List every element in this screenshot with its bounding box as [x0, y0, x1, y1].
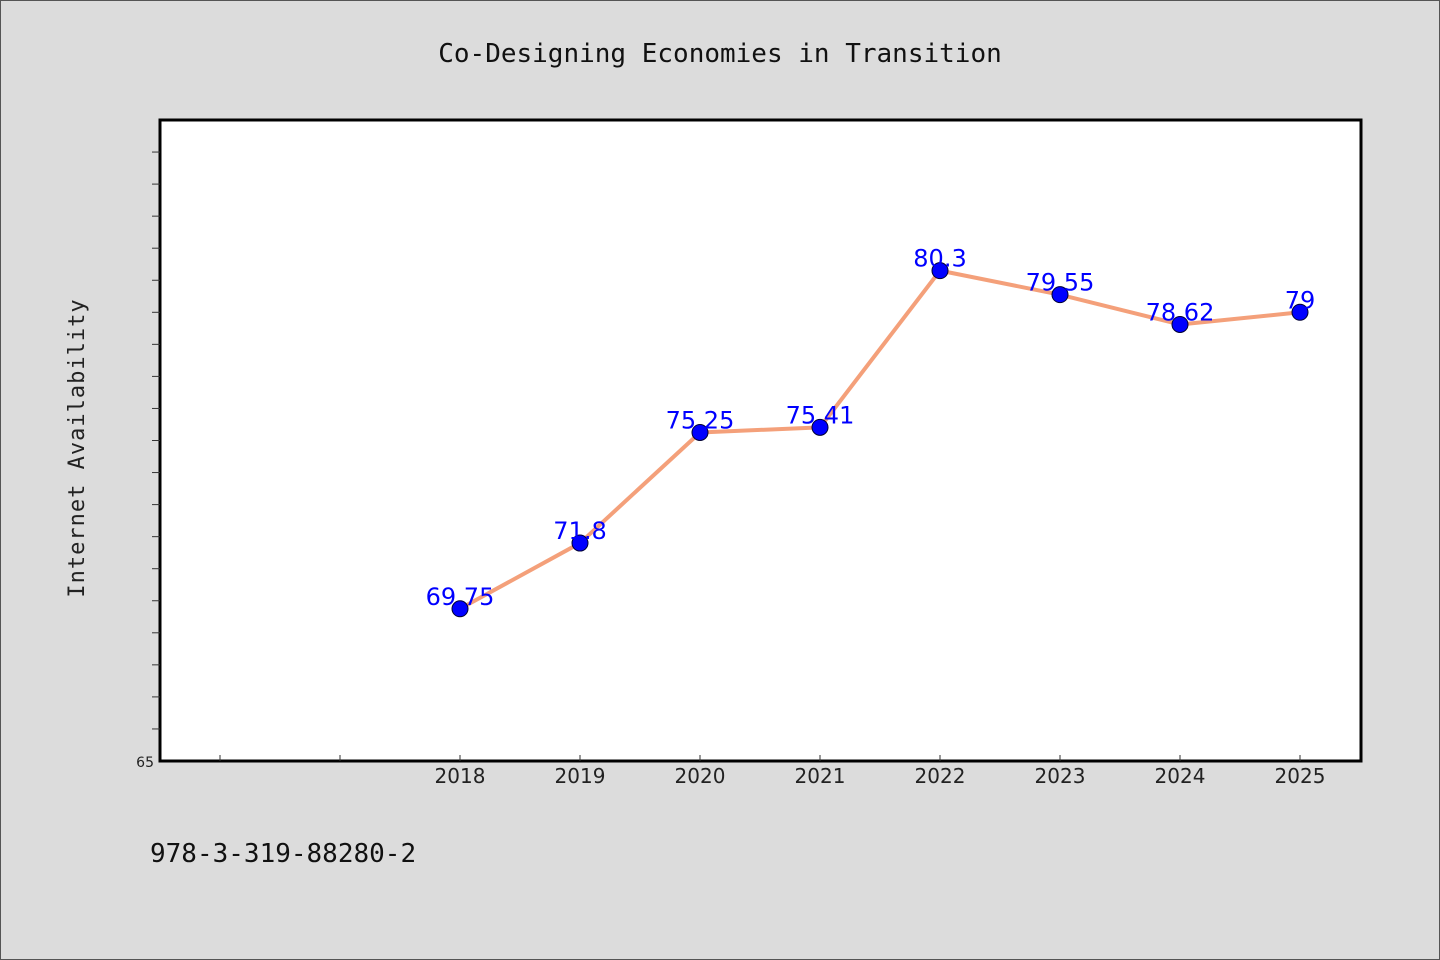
data-point-2023 — [1051, 286, 1069, 304]
y-axis-ticks: 65 — [136, 151, 160, 771]
series-line — [459, 268, 1301, 611]
y-axis-label: Internet Availability — [65, 298, 90, 597]
x-tick-label-2021: 2021 — [795, 764, 846, 788]
data-label-2025: 79 — [1285, 286, 1316, 314]
data-point-2019 — [571, 534, 589, 552]
series-line-group — [459, 268, 1301, 611]
plot-area — [158, 118, 1363, 763]
y-tick-label: 65 — [136, 755, 154, 771]
data-label-2019: 71.8 — [553, 517, 606, 545]
x-tick-label-2018: 2018 — [435, 764, 486, 788]
data-label-2024: 78.62 — [1146, 298, 1215, 326]
data-label-2021: 75.41 — [786, 401, 855, 429]
data-point-2020 — [691, 423, 709, 441]
chart-title: Co-Designing Economies in Transition — [438, 39, 1002, 69]
data-point-2021 — [811, 418, 829, 436]
data-label-2023: 79.55 — [1026, 269, 1095, 297]
x-tick-label-2024: 2024 — [1155, 764, 1206, 788]
data-label-group: 69.75 71.8 75.25 75.41 80.3 79.55 78.62 79 — [426, 245, 1316, 611]
x-tick-label-2023: 2023 — [1035, 764, 1086, 788]
data-label-2018: 69.75 — [426, 583, 495, 611]
x-tick-label-2019: 2019 — [555, 764, 606, 788]
x-tick-label-2020: 2020 — [675, 764, 726, 788]
isbn-footer: 978-3-319-88280-2 — [150, 839, 416, 869]
x-tick-label-2022: 2022 — [915, 764, 966, 788]
data-point-2018 — [451, 600, 469, 618]
data-point-2024 — [1171, 315, 1189, 333]
marker-group — [451, 262, 1309, 618]
data-point-2025 — [1291, 303, 1309, 321]
x-tick-label-2025: 2025 — [1275, 764, 1326, 788]
x-axis-ticks: 2018 2019 2020 2021 2022 2023 2024 2025 — [219, 755, 1326, 788]
data-point-2022 — [931, 262, 949, 280]
data-label-2022: 80.3 — [913, 245, 966, 273]
data-label-2020: 75.25 — [666, 406, 735, 434]
